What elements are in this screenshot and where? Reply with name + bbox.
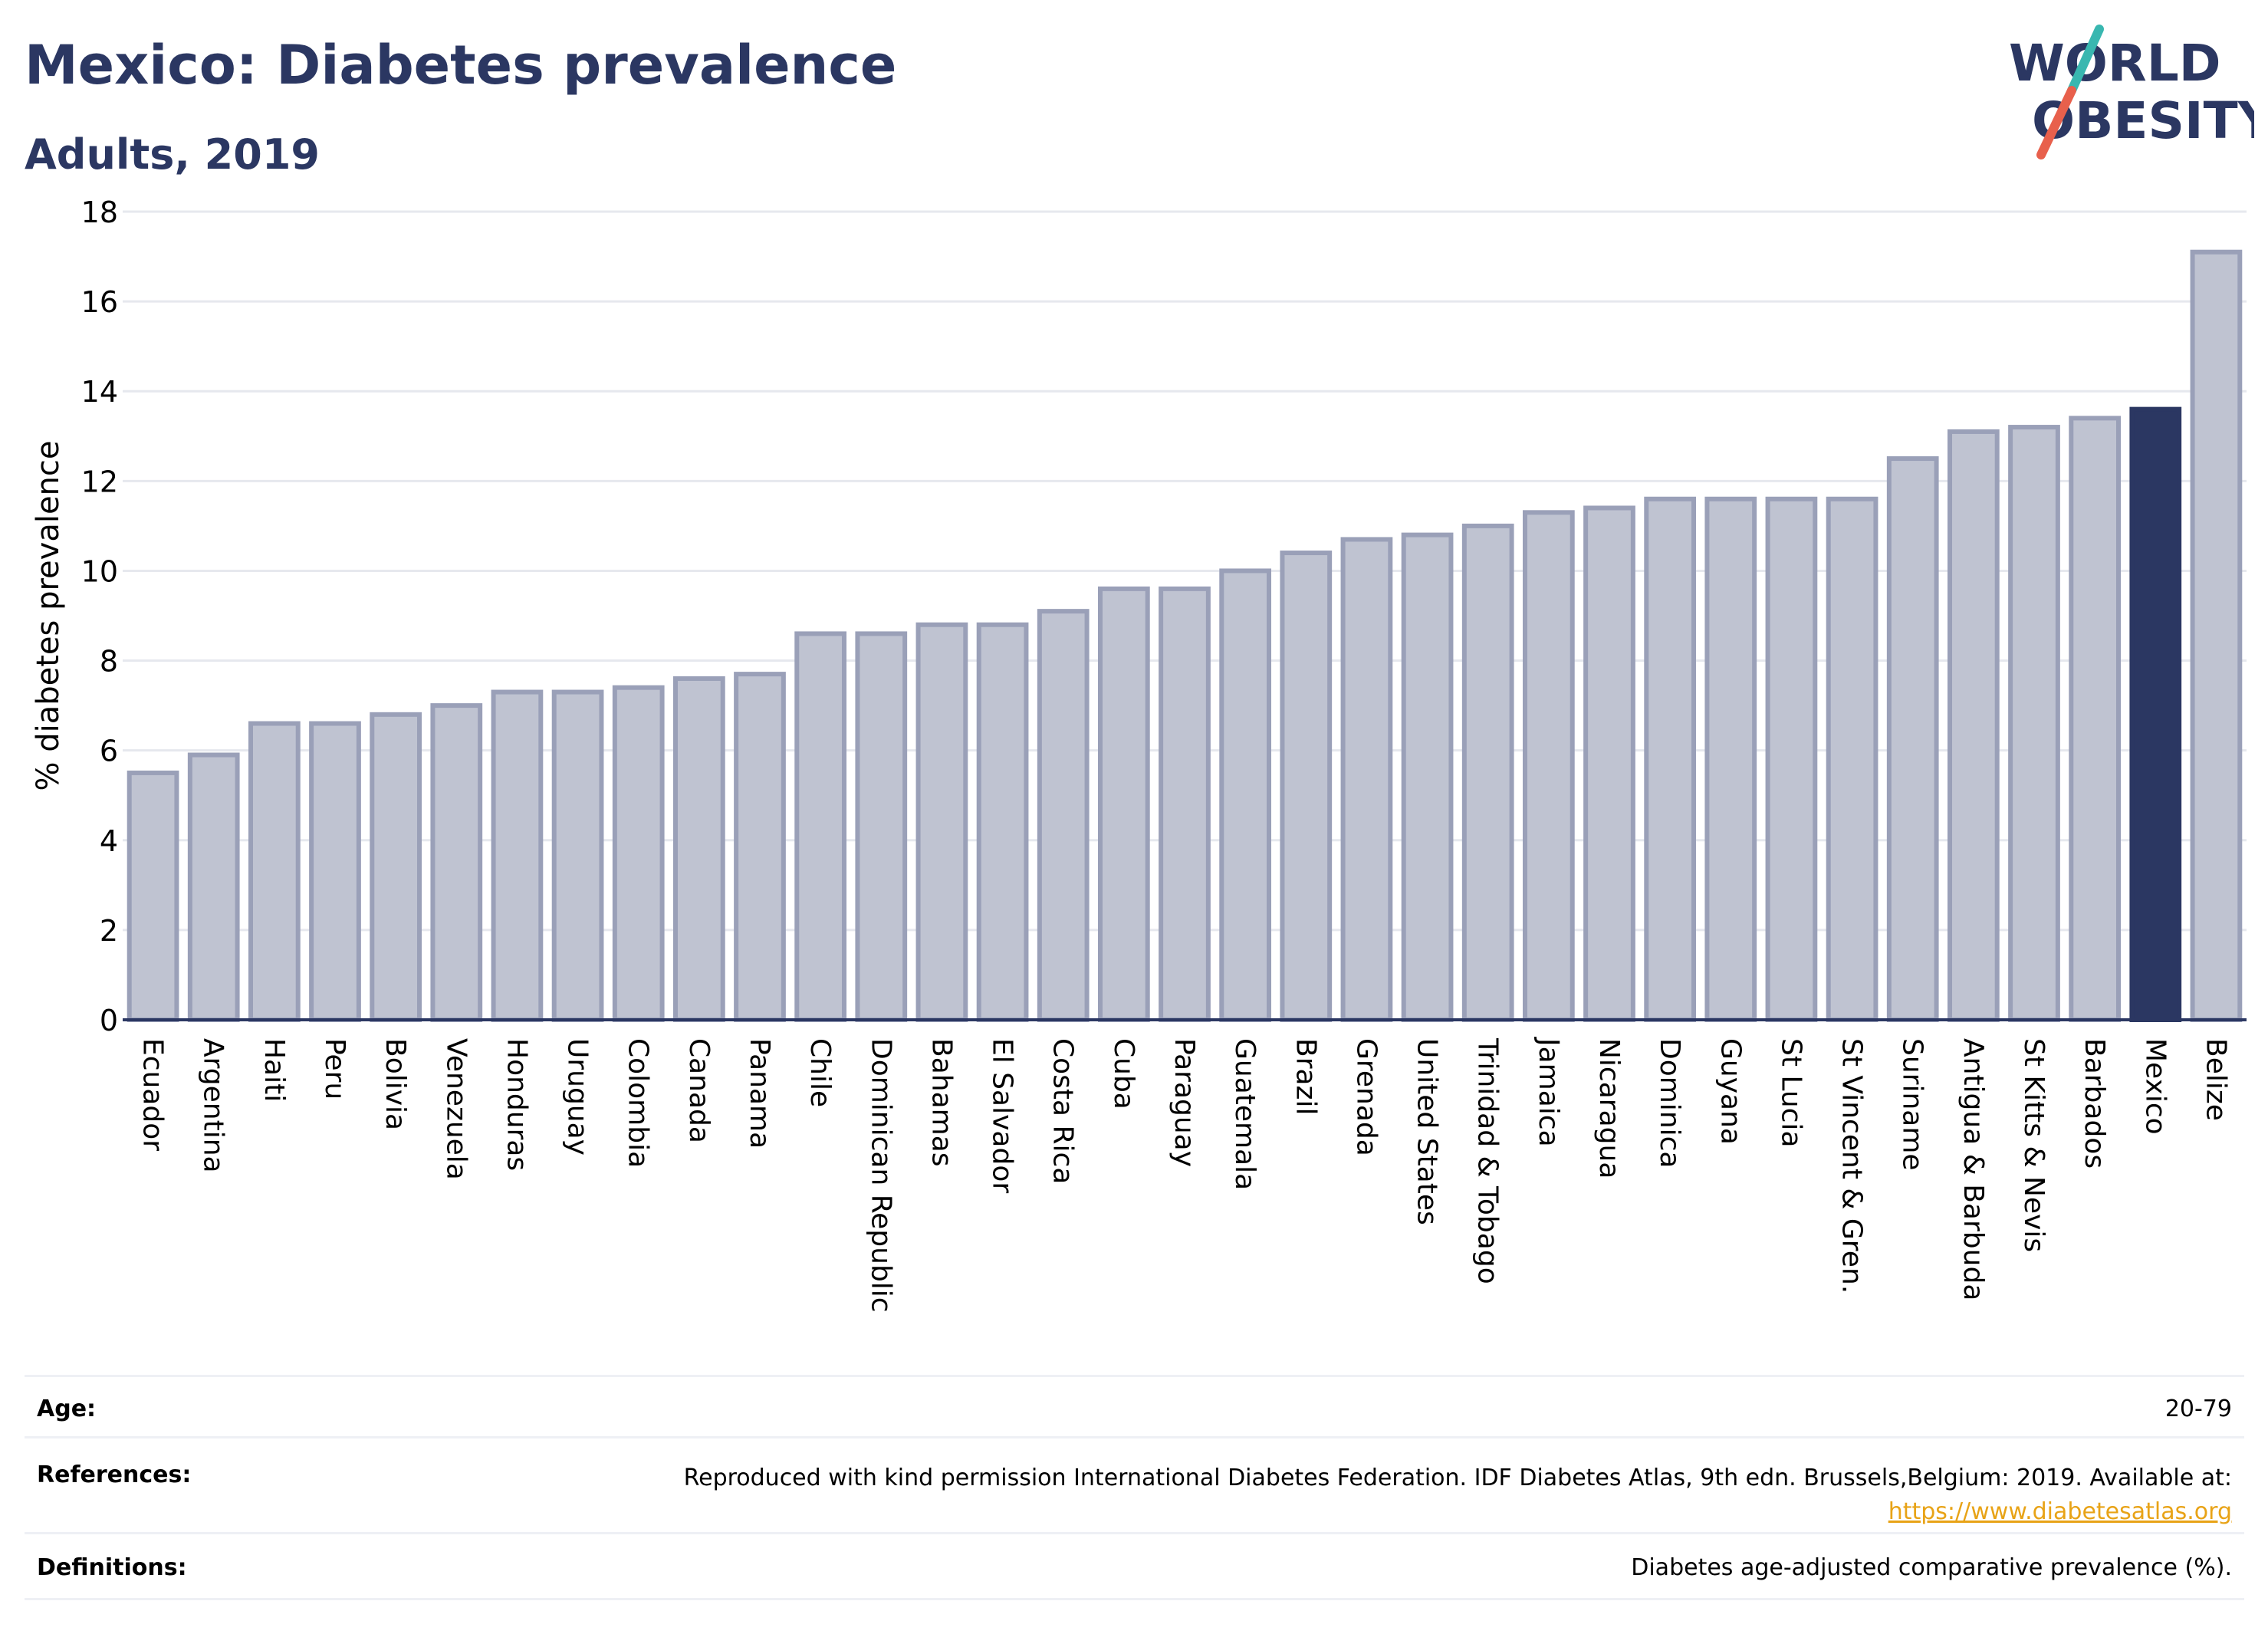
bar-st-lucia [1765, 496, 1818, 1022]
x-tick-label: El Salvador [987, 1038, 1018, 1193]
x-tick-label: Ecuador [137, 1038, 169, 1151]
footer-references-label: References: [37, 1461, 192, 1488]
x-tick-label: Haiti [258, 1038, 290, 1102]
bar-suriname [1886, 456, 1939, 1022]
bar-panama [734, 672, 786, 1022]
y-tick-label: 8 [100, 645, 118, 679]
footer-age-value: 20-79 [2164, 1396, 2232, 1422]
bar-uruguay [551, 689, 604, 1022]
y-tick-label: 2 [100, 914, 118, 948]
footer-definitions-value: Diabetes age-adjusted comparative preval… [1631, 1554, 2232, 1581]
bar-costa-rica [1037, 609, 1090, 1022]
logo-slash-coral [2036, 86, 2076, 159]
x-tick-label: Brazil [1290, 1038, 1321, 1115]
bar-trinidad-tobago [1461, 523, 1514, 1022]
bar-dominican-republic [855, 631, 908, 1023]
chart-title: Mexico: Diabetes prevalence [25, 34, 897, 97]
footer-definitions-label: Definitions: [37, 1554, 187, 1581]
x-tick-label: Suriname [1897, 1038, 1928, 1171]
bar-bahamas [915, 622, 968, 1022]
x-tick-label: Antigua & Barbuda [1957, 1038, 1989, 1300]
x-tick-label: St Kitts & Nevis [2018, 1038, 2049, 1252]
y-tick-label: 0 [100, 1004, 118, 1037]
footer-references-text: Reproduced with kind permission Internat… [683, 1465, 2232, 1491]
x-tick-label: St Lucia [1775, 1038, 1806, 1148]
bar-colombia [612, 685, 665, 1022]
bar-united-states [1401, 532, 1454, 1022]
bar-honduras [491, 689, 544, 1022]
y-axis-label: % diabetes prevalence [31, 440, 66, 791]
footer-references-value: Reproduced with kind permission Internat… [684, 1461, 2232, 1529]
x-tick-label: Mexico [2139, 1038, 2171, 1135]
bar-barbados [2069, 416, 2122, 1022]
bar-canada [672, 676, 725, 1022]
bar-brazil [1280, 551, 1333, 1022]
x-tick-label: Canada [683, 1038, 715, 1143]
x-tick-label: Chile [804, 1038, 836, 1107]
bar-jamaica [1522, 510, 1575, 1022]
x-tick-label: Nicaragua [1593, 1038, 1625, 1179]
chart-subtitle: Adults, 2019 [25, 130, 320, 179]
logo-word-world: WORLD [2009, 34, 2221, 93]
x-tick-label: Trinidad & Tobago [1472, 1037, 1504, 1284]
bar-haiti [248, 721, 301, 1022]
y-tick-label: 6 [100, 735, 118, 768]
x-tick-label: Guatemala [1229, 1038, 1261, 1190]
footer-row-references: References: Reproduced with kind permiss… [25, 1436, 2244, 1534]
bar-chile [794, 631, 847, 1023]
logo-slash-teal [2067, 25, 2104, 95]
x-tick-label: Honduras [501, 1038, 532, 1171]
x-tick-label: Bolivia [380, 1038, 411, 1130]
bar-st-kitts-nevis [2008, 425, 2060, 1022]
x-tick-label: Uruguay [562, 1038, 593, 1156]
footer-row-age: Age: 20-79 [25, 1375, 2244, 1438]
bar-grenada [1340, 537, 1393, 1022]
bar-dominica [1644, 496, 1697, 1022]
x-tick-label: Costa Rica [1047, 1038, 1079, 1184]
bar-antigua-barbuda [1947, 429, 2000, 1022]
x-tick-label: Bahamas [925, 1038, 957, 1167]
bar-guyana [1704, 496, 1757, 1022]
x-tick-label: Dominica [1654, 1038, 1685, 1169]
y-tick-label: 16 [81, 285, 118, 319]
x-tick-label: Cuba [1108, 1038, 1139, 1110]
x-tick-label: Barbados [2079, 1038, 2110, 1169]
bar-belize [2190, 249, 2243, 1022]
x-tick-label: Argentina [198, 1038, 229, 1173]
bar-ecuador [127, 770, 179, 1022]
x-tick-label: Paraguay [1169, 1038, 1200, 1167]
y-tick-label: 18 [81, 196, 118, 229]
bar-st-vincent-gren- [1826, 496, 1878, 1022]
bar-mexico [2129, 406, 2182, 1022]
footer-references-link[interactable]: https://www.diabetesatlas.org [1888, 1498, 2232, 1525]
bar-cuba [1097, 586, 1150, 1022]
y-tick-label: 4 [100, 824, 118, 858]
x-tick-label: St Vincent & Gren. [1836, 1038, 1868, 1294]
footer-age-label: Age: [37, 1396, 97, 1422]
x-tick-label: Jamaica [1533, 1037, 1564, 1147]
y-tick-label: 14 [81, 375, 118, 409]
bar-nicaragua [1583, 505, 1635, 1022]
y-tick-label: 12 [81, 465, 118, 498]
x-tick-label: Grenada [1350, 1038, 1382, 1156]
bar-argentina [187, 752, 240, 1022]
bar-guatemala [1219, 568, 1272, 1022]
bar-peru [309, 721, 361, 1022]
bar-bolivia [370, 712, 422, 1022]
footer-row-definitions: Definitions: Diabetes age-adjusted compa… [25, 1532, 2244, 1600]
x-tick-label: Colombia [623, 1038, 654, 1168]
bar-paraguay [1159, 586, 1211, 1022]
bar-venezuela [430, 703, 483, 1022]
x-tick-label: Peru [319, 1038, 350, 1100]
x-tick-label: Dominican Republic [865, 1038, 896, 1313]
x-tick-label: Belize [2200, 1038, 2231, 1121]
x-tick-label: United States [1412, 1038, 1443, 1225]
x-tick-label: Guyana [1714, 1038, 1746, 1145]
world-obesity-logo: WORLD OBESITY [2009, 25, 2254, 159]
y-tick-label: 10 [81, 554, 118, 588]
x-tick-label: Panama [744, 1038, 775, 1149]
x-tick-label: Venezuela [440, 1038, 472, 1180]
bar-chart: 0 2 4 6 8 10 12 14 16 18 Ecuador Argentina Haiti Peru… [31, 196, 2247, 1313]
bar-el-salvador [976, 622, 1029, 1022]
